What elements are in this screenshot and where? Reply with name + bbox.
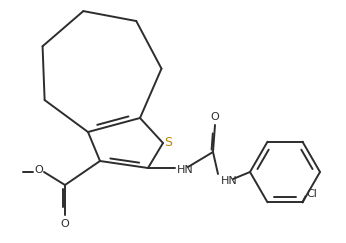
Text: O: O: [211, 112, 219, 122]
Text: HN: HN: [177, 165, 194, 175]
Text: S: S: [164, 136, 172, 148]
Text: O: O: [35, 165, 43, 175]
Text: O: O: [61, 219, 70, 229]
Text: Cl: Cl: [307, 189, 317, 199]
Text: HN: HN: [221, 176, 238, 186]
